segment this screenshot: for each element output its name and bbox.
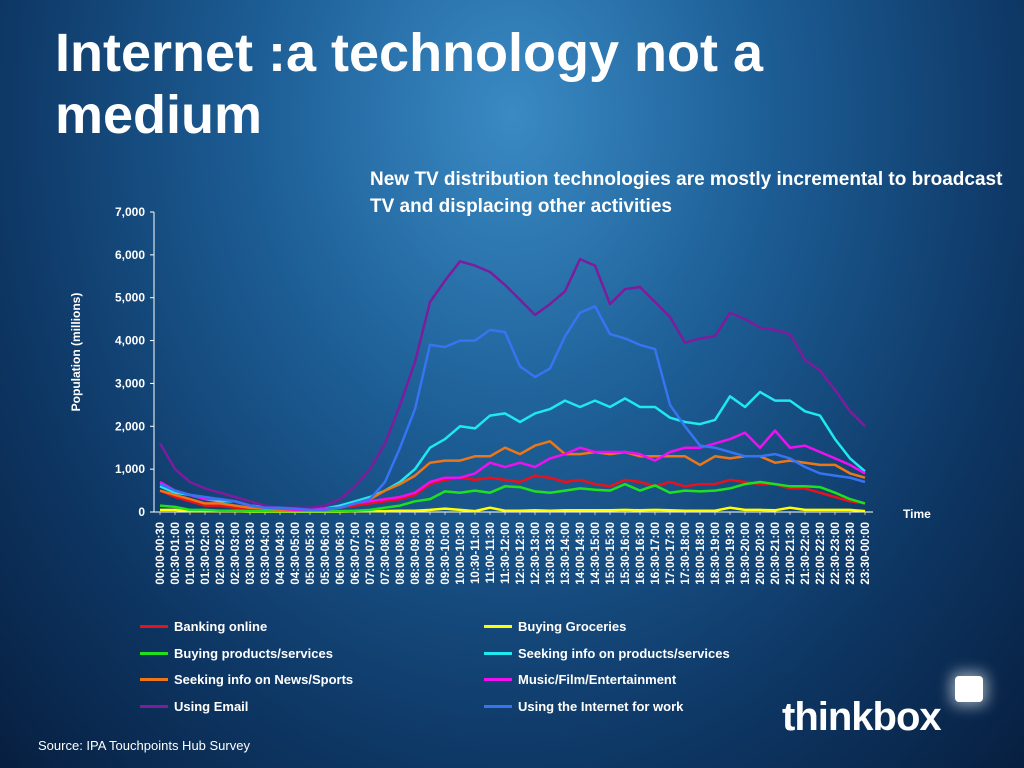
x-tick-label: 21:00-21:30 [785,522,797,585]
series-line-seeking-info-on-news-sports [159,440,866,512]
thinkbox-logo: thinkbox [782,695,942,739]
y-tick-label: 6,000 [115,248,145,262]
legend-item: Seeking info on News/Sports [140,672,353,687]
x-tick-label: 02:30-03:00 [230,522,242,585]
legend-label: Using Email [174,698,249,714]
x-tick-label: 23:30-00:00 [860,522,872,585]
y-tick-label: 4,000 [115,334,145,348]
legend-label: Buying products/services [174,645,333,661]
x-tick-label: 05:00-05:30 [305,522,317,585]
legend-item: Using Email [140,699,248,714]
y-tick-label: 0 [138,505,145,519]
slide-subtitle: New TV distribution technologies are mos… [370,169,1003,217]
x-tick-label: 10:00-10:30 [455,522,467,585]
x-tick-label: 04:30-05:00 [290,522,302,585]
logo-glow-square-icon [955,676,983,702]
x-tick-label: 01:00-01:30 [185,522,197,585]
legend-swatch [484,704,512,708]
legend-swatch [484,651,512,655]
series-line-buying-products-services [159,480,866,513]
x-tick-label: 02:00-02:30 [215,522,227,585]
x-tick-label: 08:30-09:00 [410,522,422,585]
x-tick-label: 19:00-19:30 [725,522,737,585]
x-tick-label: 13:30-14:00 [560,522,572,585]
legend-label: Banking online [174,619,268,634]
x-tick-label: 22:00-22:30 [815,522,827,585]
legend-item: Music/Film/Entertainment [484,672,676,687]
x-tick-label: 00:30-01:00 [170,522,182,585]
x-tick-label: 07:00-07:30 [365,522,377,585]
x-axis-label: Time [903,507,931,521]
x-tick-label: 09:00-09:30 [425,522,437,585]
legend-label: Seeking info on products/services [518,645,730,661]
x-tick-label: 03:00-03:30 [245,522,257,585]
legend-swatch [484,678,512,681]
x-tick-label: 11:00-11:30 [485,522,497,583]
series-line-music-film-entertainment [159,429,866,512]
x-tick-label: 01:30-02:00 [200,522,212,585]
x-tick-label: 22:30-23:00 [830,522,842,585]
x-tick-label: 07:30-08:00 [380,522,392,585]
legend-item: Using the Internet for work [484,699,683,714]
legend-swatch [140,704,168,708]
x-tick-label: 06:30-07:00 [350,522,362,585]
x-tick-label: 17:30-18:00 [680,522,692,585]
x-tick-label: 04:00-04:30 [275,522,287,585]
legend-item: Seeking info on products/services [484,646,730,661]
y-tick-label: 7,000 [115,205,145,219]
x-tick-label: 12:30-13:00 [530,522,542,585]
x-tick-label: 21:30-22:00 [800,522,812,585]
y-tick-label: 5,000 [115,291,145,305]
legend-label: Seeking info on News/Sports [174,672,354,687]
x-tick-label: 11:30-12:00 [500,522,512,584]
x-tick-label: 18:00-18:30 [695,522,707,585]
y-axis-label: Population (millions) [69,293,83,412]
x-tick-label: 16:30-17:00 [650,522,662,585]
y-tick-label: 2,000 [115,419,145,433]
legend-swatch [140,678,168,681]
legend-swatch [140,651,168,655]
x-tick-label: 23:00-23:30 [845,522,857,585]
x-tick-label: 09:30-10:00 [440,522,452,585]
source-note: Source: IPA Touchpoints Hub Survey [38,738,250,753]
series-line-using-email [158,257,866,509]
x-tick-label: 14:00-14:30 [575,522,587,585]
x-tick-label: 16:00-16:30 [635,522,647,585]
legend-item: Banking online [140,619,267,634]
x-tick-label: 12:00-12:30 [515,522,527,585]
x-tick-label: 00:00-00:30 [155,522,167,585]
legend-item: Buying products/services [140,646,333,661]
x-tick-label: 13:00-13:30 [545,522,557,585]
x-tick-label: 08:00-08:30 [395,522,407,585]
x-tick-label: 03:30-04:00 [260,522,272,585]
x-tick-label: 15:30-16:00 [620,522,632,585]
x-tick-label: 17:00-17:30 [665,522,677,585]
x-tick-label: 20:30-21:00 [770,522,782,585]
x-tick-label: 19:30-20:00 [740,522,752,585]
legend-swatch [140,625,168,628]
x-tick-label: 18:30-19:00 [710,522,722,585]
x-tick-label: 14:30-15:00 [590,522,602,585]
x-tick-label: 20:00-20:30 [755,522,767,585]
x-tick-label: 10:30-11:00 [470,522,482,584]
x-tick-label: 15:00-15:30 [605,522,617,585]
y-tick-label: 3,000 [115,376,145,390]
legend-swatch [484,625,512,628]
legend-label: Buying Groceries [518,619,627,634]
y-tick-label: 1,000 [115,462,145,476]
slide-title: Internet :a technology not a medium [55,23,764,145]
legend-label: Music/Film/Entertainment [518,672,677,687]
legend-label: Using the Internet for work [518,698,684,714]
x-tick-label: 06:00-06:30 [335,522,347,585]
series-line-using-the-internet-for-work [159,305,866,512]
x-tick-label: 05:30-06:00 [320,522,332,585]
legend-item: Buying Groceries [484,619,626,634]
